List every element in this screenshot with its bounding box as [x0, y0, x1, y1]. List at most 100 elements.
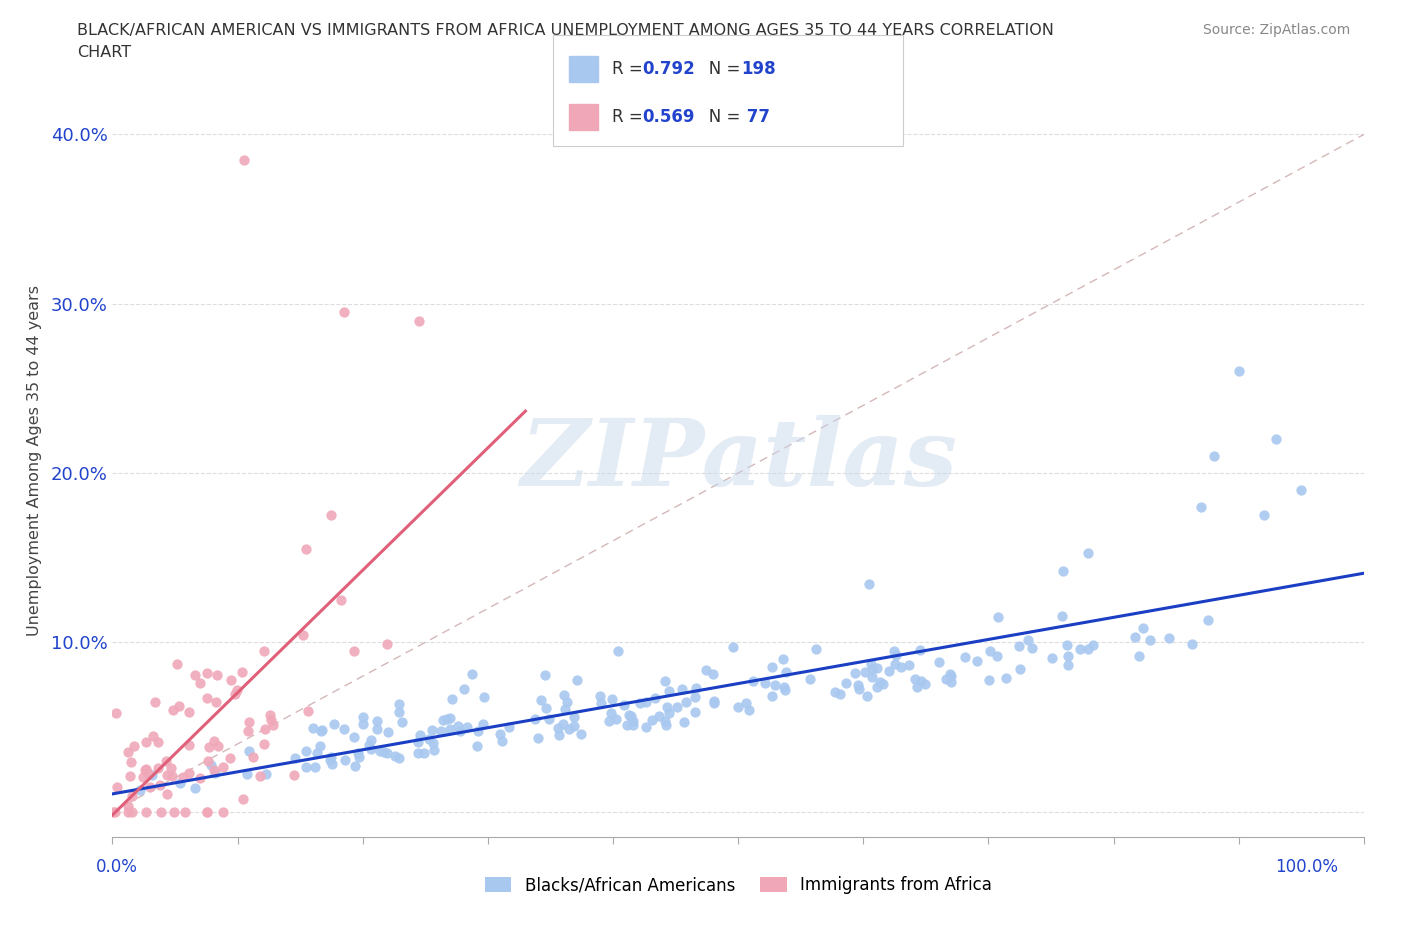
Point [177, 765, 200, 780]
Point [897, 658, 920, 672]
Point [856, 688, 879, 703]
Point [465, 738, 488, 753]
Point [146, 761, 169, 776]
Point [117, 804, 139, 819]
Point [360, 742, 382, 757]
Point [254, 722, 277, 737]
Point [388, 698, 411, 712]
Point [432, 712, 454, 727]
Point [966, 654, 988, 669]
Point [231, 664, 253, 679]
Point [634, 720, 657, 735]
Point [621, 717, 644, 732]
Point [120, 755, 142, 770]
Point [763, 678, 786, 693]
Text: 198: 198 [741, 60, 776, 78]
Point [534, 700, 557, 715]
Point [156, 767, 179, 782]
Point [297, 704, 319, 719]
Point [1052, 565, 1074, 579]
Point [658, 684, 681, 698]
Point [1017, 632, 1039, 647]
Point [291, 628, 314, 643]
Point [172, 770, 194, 785]
Point [1050, 609, 1073, 624]
Point [939, 666, 962, 681]
Point [1083, 638, 1105, 653]
Point [844, 666, 866, 681]
Point [1008, 639, 1031, 654]
Point [311, 723, 333, 737]
Point [134, 763, 156, 777]
Point [1291, 483, 1313, 498]
Point [149, 777, 172, 792]
Point [347, 745, 370, 760]
Text: 0.569: 0.569 [643, 109, 695, 126]
Point [986, 648, 1008, 663]
Point [294, 744, 316, 759]
Point [259, 708, 281, 723]
Point [439, 711, 461, 725]
Point [979, 644, 1001, 658]
Point [935, 671, 957, 686]
Point [117, 799, 139, 814]
Point [321, 750, 343, 764]
Point [634, 695, 657, 710]
Point [136, 765, 159, 780]
Point [430, 724, 453, 738]
Point [883, 644, 905, 658]
Point [904, 672, 927, 687]
Point [866, 661, 889, 676]
Point [211, 804, 233, 819]
Point [330, 593, 353, 608]
Point [436, 711, 458, 726]
Point [162, 703, 184, 718]
Point [1069, 642, 1091, 657]
Point [321, 508, 343, 523]
Point [155, 753, 177, 768]
Point [135, 762, 157, 777]
Point [589, 696, 612, 711]
Point [205, 695, 228, 710]
Point [343, 729, 366, 744]
Point [135, 804, 157, 819]
Point [939, 669, 962, 684]
Point [305, 746, 328, 761]
Point [197, 753, 219, 768]
Point [472, 717, 495, 732]
Point [883, 657, 905, 671]
Point [238, 714, 260, 729]
Point [198, 739, 221, 754]
Point [866, 680, 889, 695]
Point [122, 738, 145, 753]
Point [683, 705, 706, 720]
Point [553, 687, 575, 702]
Point [754, 676, 776, 691]
Point [1021, 641, 1043, 656]
Point [773, 680, 796, 695]
Point [461, 667, 484, 682]
Point [628, 696, 651, 711]
Point [370, 744, 392, 759]
Point [654, 674, 676, 689]
Point [343, 644, 366, 659]
Point [284, 751, 307, 765]
Point [204, 763, 226, 777]
Point [548, 728, 571, 743]
Point [498, 719, 520, 734]
Text: 0.792: 0.792 [643, 60, 696, 78]
Point [702, 696, 724, 711]
Point [156, 787, 179, 802]
Point [977, 672, 1000, 687]
Text: 0.0%: 0.0% [96, 858, 138, 876]
Point [309, 724, 332, 738]
Point [375, 745, 398, 760]
Point [347, 750, 370, 764]
Point [806, 642, 828, 657]
Point [219, 673, 242, 688]
Point [360, 733, 382, 748]
Point [388, 751, 411, 765]
Point [738, 703, 761, 718]
Point [366, 713, 388, 728]
Point [139, 780, 162, 795]
